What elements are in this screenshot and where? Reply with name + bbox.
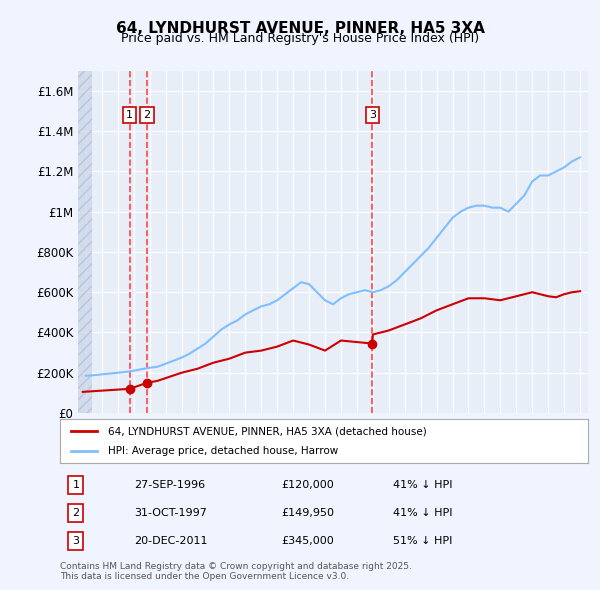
Text: 64, LYNDHURST AVENUE, PINNER, HA5 3XA (detached house): 64, LYNDHURST AVENUE, PINNER, HA5 3XA (d… <box>107 427 426 436</box>
Text: £149,950: £149,950 <box>282 508 335 518</box>
Text: HPI: Average price, detached house, Harrow: HPI: Average price, detached house, Harr… <box>107 446 338 455</box>
Bar <box>78 71 92 413</box>
Text: 41% ↓ HPI: 41% ↓ HPI <box>392 508 452 518</box>
Text: 31-OCT-1997: 31-OCT-1997 <box>134 508 207 518</box>
Text: 2: 2 <box>143 110 151 120</box>
Text: 1: 1 <box>126 110 133 120</box>
Text: 51% ↓ HPI: 51% ↓ HPI <box>392 536 452 546</box>
Text: 2: 2 <box>72 508 79 518</box>
Text: Contains HM Land Registry data © Crown copyright and database right 2025.
This d: Contains HM Land Registry data © Crown c… <box>60 562 412 581</box>
Text: 3: 3 <box>369 110 376 120</box>
Text: Price paid vs. HM Land Registry's House Price Index (HPI): Price paid vs. HM Land Registry's House … <box>121 32 479 45</box>
Text: 20-DEC-2011: 20-DEC-2011 <box>134 536 208 546</box>
Text: 41% ↓ HPI: 41% ↓ HPI <box>392 480 452 490</box>
Text: 64, LYNDHURST AVENUE, PINNER, HA5 3XA: 64, LYNDHURST AVENUE, PINNER, HA5 3XA <box>116 21 484 35</box>
Text: £345,000: £345,000 <box>282 536 335 546</box>
Text: 1: 1 <box>73 480 79 490</box>
Text: 27-SEP-1996: 27-SEP-1996 <box>134 480 205 490</box>
Text: £120,000: £120,000 <box>282 480 335 490</box>
Text: 3: 3 <box>73 536 79 546</box>
